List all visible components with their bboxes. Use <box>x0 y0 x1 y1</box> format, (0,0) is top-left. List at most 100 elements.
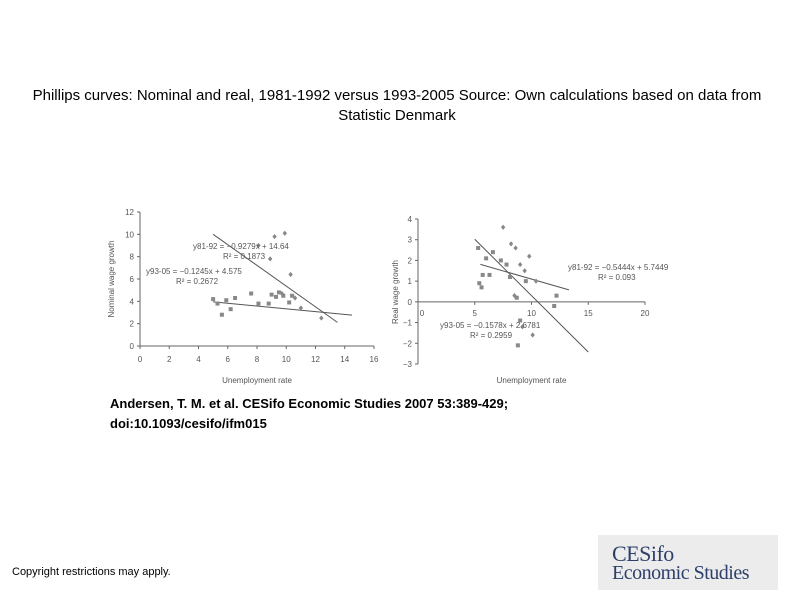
y-axis-label: Real wage growth <box>391 260 400 324</box>
data-point-1981-92 <box>520 324 525 330</box>
data-point-1981-92 <box>513 245 518 251</box>
regression-r-squared: R² = 0.1873 <box>223 252 266 261</box>
x-axis-label: Unemployment rate <box>497 376 567 385</box>
y-tick-label: 4 <box>130 297 135 306</box>
regression-equation: y93-05 = −0.1578x + 2.6781 <box>440 321 541 330</box>
y-tick-label: 8 <box>130 253 135 262</box>
x-tick-label: 14 <box>340 355 349 364</box>
regression-equation: y81-92 = −0.9279x + 14.64 <box>193 242 289 251</box>
data-point-1981-92 <box>319 315 324 321</box>
x-tick-label: 0 <box>138 355 143 364</box>
data-point-1993-05 <box>515 343 520 348</box>
y-tick-label: 3 <box>408 236 413 245</box>
x-tick-label: 10 <box>527 309 536 318</box>
page-title: Phillips curves: Nominal and real, 1981-… <box>32 87 762 124</box>
data-point-1993-05 <box>514 295 519 300</box>
data-point-1981-92 <box>292 295 298 301</box>
y-axis-label: Nominal wage growth <box>107 241 116 318</box>
data-point-1993-05 <box>266 301 271 306</box>
data-point-1981-92 <box>527 253 532 259</box>
trend-line-1981-92 <box>474 238 589 353</box>
data-point-1993-05 <box>487 272 492 277</box>
data-point-1981-92 <box>517 261 523 268</box>
x-tick-label: 12 <box>311 355 320 364</box>
regression-r-squared: R² = 0.093 <box>598 273 636 282</box>
data-point-1993-05 <box>249 291 254 296</box>
data-point-1993-05 <box>269 292 274 297</box>
y-tick-label: 12 <box>125 208 134 217</box>
trend-line-1993-05 <box>480 263 570 291</box>
y-tick-label: 1 <box>408 277 413 286</box>
x-tick-label: 15 <box>584 309 593 318</box>
data-point-1993-05 <box>233 295 238 300</box>
data-point-1981-92 <box>522 268 527 274</box>
x-tick-label: 20 <box>641 309 650 318</box>
regression-equation: y93-05 = −0.1245x + 4.575 <box>146 267 242 276</box>
y-tick-label: −3 <box>403 360 413 369</box>
data-point-1993-05 <box>224 298 229 303</box>
citation: Andersen, T. M. et al. CESifo Economic S… <box>110 394 630 434</box>
x-tick-label: 4 <box>196 355 201 364</box>
x-tick-label: 5 <box>473 309 478 318</box>
x-tick-label: 8 <box>255 355 260 364</box>
y-tick-label: 10 <box>125 230 134 239</box>
citation-line-1: Andersen, T. M. et al. CESifo Economic S… <box>110 396 509 411</box>
data-point-1981-92 <box>267 256 273 262</box>
data-point-1981-92 <box>279 290 285 297</box>
trend-line-1981-92 <box>212 233 338 323</box>
data-point-1981-92 <box>298 305 304 311</box>
regression-r-squared: R² = 0.2959 <box>470 331 513 340</box>
x-tick-label: 0 <box>420 309 425 318</box>
data-point-1993-05 <box>287 300 292 305</box>
data-point-1993-05 <box>498 258 503 263</box>
data-point-1993-05 <box>256 301 261 306</box>
data-point-1981-92 <box>282 230 287 236</box>
journal-logo: CESifo Economic Studies <box>598 535 778 590</box>
data-point-1993-05 <box>507 275 512 279</box>
data-point-1981-92 <box>288 271 293 278</box>
data-point-1993-05 <box>518 318 523 323</box>
regression-equation: y81-92 = −0.5444x + 5.7449 <box>568 263 669 272</box>
trend-line-1993-05 <box>213 301 353 316</box>
data-point-1981-92 <box>256 242 261 249</box>
data-point-1981-92 <box>500 224 506 230</box>
y-tick-label: 4 <box>408 215 413 224</box>
data-point-1993-05 <box>552 304 557 308</box>
data-point-1981-92 <box>512 293 517 299</box>
data-point-1993-05 <box>490 250 495 255</box>
y-tick-label: 0 <box>408 298 413 307</box>
data-point-1993-05 <box>281 293 286 298</box>
x-tick-label: 6 <box>226 355 231 364</box>
y-tick-label: −1 <box>403 319 413 328</box>
x-tick-label: 16 <box>370 355 379 364</box>
data-point-1993-05 <box>215 301 220 306</box>
logo-line-1: CESifo <box>612 541 674 566</box>
real-wage-chart: 0 5 10 15 20 −3 −2 −1 0 1 2 3 4 Unemployment rate Real… <box>391 215 669 385</box>
data-point-1981-92 <box>272 233 277 240</box>
data-point-1993-05 <box>276 290 281 295</box>
x-tick-label: 10 <box>282 355 291 364</box>
x-axis-label: Unemployment rate <box>222 376 292 385</box>
data-point-1993-05 <box>219 312 224 317</box>
data-point-1993-05 <box>554 293 559 298</box>
data-point-1993-05 <box>504 262 509 267</box>
data-point-1993-05 <box>484 256 489 261</box>
data-point-1993-05 <box>477 281 482 286</box>
data-point-1981-92 <box>530 332 535 338</box>
y-tick-label: 2 <box>408 256 413 265</box>
y-tick-label: 2 <box>130 320 135 329</box>
data-point-1993-05 <box>290 293 295 298</box>
regression-r-squared: R² = 0.2672 <box>176 277 219 286</box>
data-point-1993-05 <box>274 294 279 299</box>
x-tick-label: 2 <box>167 355 172 364</box>
copyright-notice: Copyright restrictions may apply. <box>12 566 171 578</box>
data-point-1993-05 <box>476 246 481 250</box>
data-point-1993-05 <box>523 279 528 284</box>
logo-line-2: Economic Studies <box>612 562 749 584</box>
citation-doi[interactable]: doi:10.1093/cesifo/ifm015 <box>110 416 267 431</box>
data-point-1981-92 <box>508 241 514 247</box>
y-tick-label: 6 <box>130 275 135 284</box>
data-point-1993-05 <box>211 297 216 302</box>
data-point-1993-05 <box>480 272 485 277</box>
data-point-1993-05 <box>228 307 233 312</box>
